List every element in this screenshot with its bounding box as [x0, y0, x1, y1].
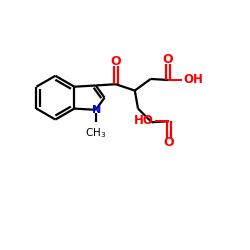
Text: O: O: [163, 52, 173, 66]
Text: HO: HO: [134, 114, 154, 128]
Text: O: O: [164, 136, 174, 149]
Text: OH: OH: [183, 73, 203, 86]
Text: N: N: [92, 105, 101, 115]
Text: O: O: [110, 55, 121, 68]
Text: CH$_3$: CH$_3$: [85, 126, 106, 140]
